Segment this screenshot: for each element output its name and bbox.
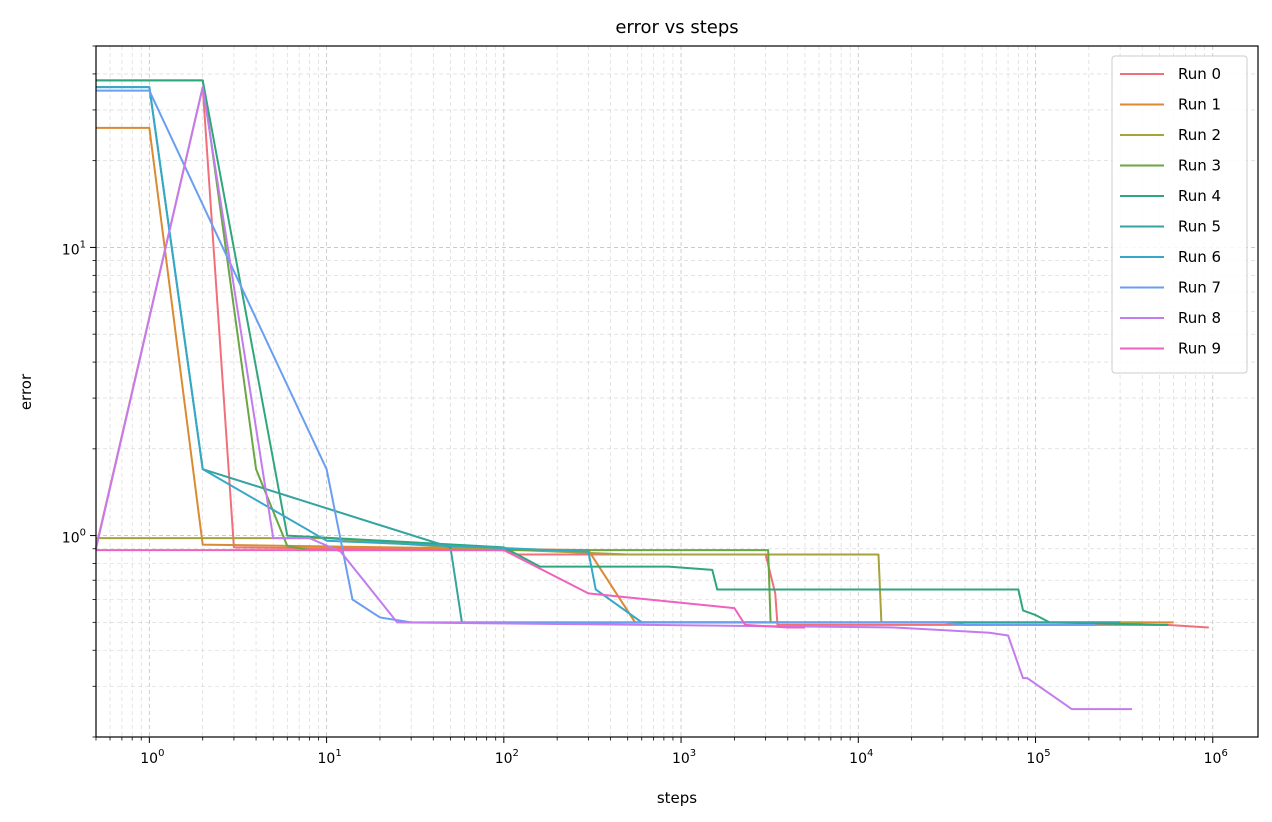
- y-tick-label: 101: [62, 239, 86, 258]
- series-line: [96, 89, 1097, 626]
- x-tick-label: 103: [672, 748, 696, 767]
- x-tick-label: 106: [1204, 748, 1228, 767]
- legend-label: Run 6: [1178, 248, 1221, 266]
- series-lines: [95, 79, 1209, 711]
- legend-label: Run 9: [1178, 340, 1221, 358]
- legend-label: Run 0: [1178, 65, 1221, 83]
- x-axis-label: steps: [657, 789, 697, 807]
- x-tick-label: 102: [495, 748, 519, 767]
- legend-label: Run 4: [1178, 187, 1221, 205]
- series-line: [96, 79, 1169, 626]
- x-tick-label: 100: [140, 748, 164, 767]
- plot-frame: [95, 45, 1259, 738]
- series-line: [95, 86, 1132, 711]
- axis-ticks: 100 101 102 103 104 105 106 100 101: [62, 45, 1228, 767]
- legend-label: Run 3: [1178, 157, 1221, 175]
- x-tick-label: 101: [317, 748, 341, 767]
- x-tick-label: 105: [1026, 748, 1050, 767]
- legend-label: Run 7: [1178, 279, 1221, 297]
- y-axis-label: error: [17, 373, 35, 410]
- x-tick-label: 104: [849, 748, 873, 767]
- legend-label: Run 8: [1178, 309, 1221, 327]
- legend-label: Run 1: [1178, 96, 1221, 114]
- chart-title: error vs steps: [615, 17, 738, 38]
- legend-label: Run 2: [1178, 126, 1221, 144]
- y-tick-label: 100: [62, 528, 86, 547]
- legend: Run 0 Run 1 Run 2 Run 3 Run 4 Run 5 Run 6 Run 7…: [1111, 55, 1248, 374]
- series-line: [96, 549, 805, 629]
- legend-label: Run 5: [1178, 218, 1221, 236]
- series-line: [96, 86, 766, 624]
